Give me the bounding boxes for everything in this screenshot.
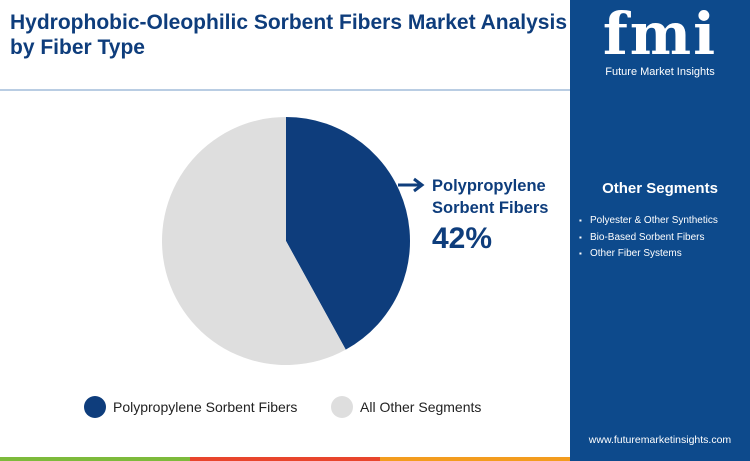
website: www.futuremarketinsights.com — [588, 434, 732, 446]
legend-swatch — [84, 396, 106, 418]
logo-tagline: Future Market Insights — [605, 66, 715, 78]
title-rule — [0, 89, 570, 91]
sidebar-item: Other Fiber Systems — [579, 248, 682, 259]
pie-slice — [161, 117, 346, 365]
pie-slice — [286, 117, 410, 350]
chart-title: Hydrophobic-Oleophilic Sorbent Fibers Ma… — [10, 11, 567, 59]
stripe — [0, 457, 190, 461]
legend-label: All Other Segments — [360, 399, 482, 415]
chart — [84, 117, 425, 418]
stripe — [570, 457, 750, 461]
legend-label: Polypropylene Sorbent Fibers — [113, 399, 298, 415]
stripe — [190, 457, 380, 461]
annotation-arrow — [398, 177, 425, 193]
data-label: 42% — [432, 222, 493, 255]
sidebar-panel — [570, 0, 750, 457]
legend-swatch — [331, 396, 353, 418]
sidebar-item: Polyester & Other Synthetics — [579, 215, 718, 226]
stripe — [380, 457, 570, 461]
sidebar-item: Bio-Based Sorbent Fibers — [579, 232, 704, 243]
sidebar-heading: Other Segments — [602, 180, 718, 197]
logo: fmi — [602, 0, 718, 68]
annotation-label: Polypropylene Sorbent Fibers — [432, 177, 549, 217]
